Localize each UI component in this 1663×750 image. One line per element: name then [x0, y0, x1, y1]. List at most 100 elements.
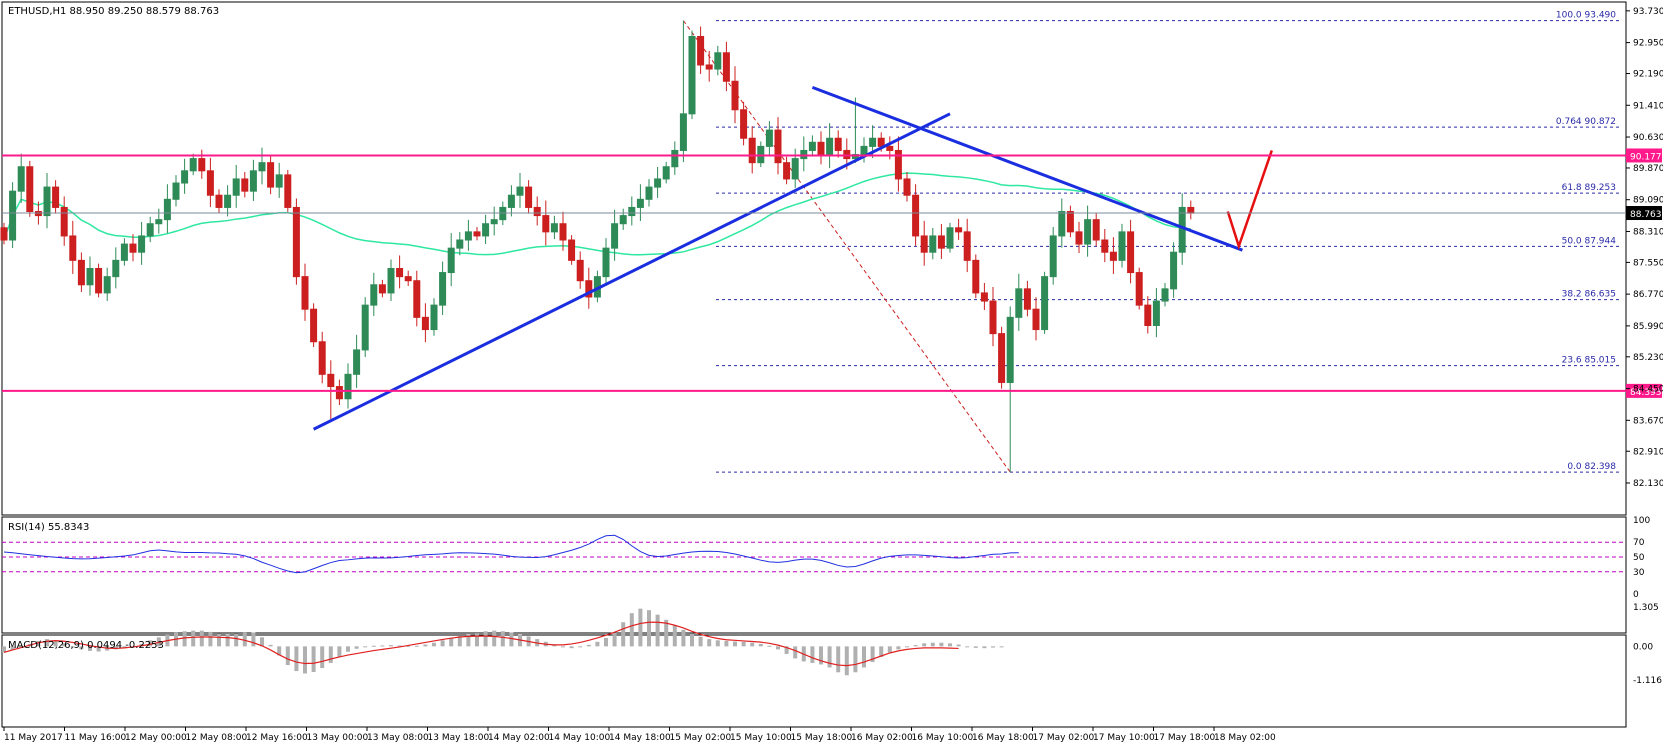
candle-body — [834, 137, 842, 151]
macd-histogram-bar — [466, 634, 471, 647]
price-tick-label: 83.670 — [1633, 416, 1663, 426]
time-tick-label: 16 May 02:00 — [851, 733, 913, 743]
macd-histogram-bar — [767, 645, 772, 647]
candle-body — [576, 259, 584, 282]
sr-price-tag — [1626, 148, 1662, 163]
candle-body — [1041, 276, 1049, 331]
candle-body — [654, 178, 662, 188]
candle-body — [937, 235, 945, 249]
candle-body — [464, 231, 472, 241]
macd-histogram-bar — [939, 642, 944, 647]
macd-histogram-bar — [621, 622, 626, 647]
candle-body — [869, 137, 877, 147]
candle-body — [103, 276, 111, 294]
macd-histogram-bar — [191, 630, 196, 647]
candle-body — [52, 186, 60, 208]
candle-body — [69, 235, 77, 261]
rsi-header: RSI(14) 55.8343 — [8, 522, 89, 533]
candle-body — [86, 267, 94, 286]
candle-body — [430, 304, 438, 331]
projected-path-arrow — [1226, 150, 1273, 251]
macd-histogram-bar — [371, 645, 376, 647]
time-tick-label: 11 May 2017 — [4, 733, 63, 743]
candle-body — [705, 64, 713, 70]
macd-histogram-bar — [690, 633, 694, 647]
candle-body — [258, 162, 266, 172]
macd-histogram-bar — [414, 645, 419, 647]
candle-body — [172, 182, 180, 200]
macd-histogram-bar — [569, 646, 574, 649]
macd-histogram-bar — [629, 613, 634, 647]
macd-histogram-bar — [905, 646, 909, 648]
candle-body — [284, 174, 292, 208]
macd-histogram-bar — [432, 642, 436, 647]
candle-body — [224, 194, 232, 208]
candle-body — [731, 80, 739, 111]
candle-body — [447, 247, 455, 274]
candle-body — [198, 158, 206, 172]
macd-histogram-bar — [647, 610, 651, 647]
macd-panel — [1, 634, 1627, 728]
candle-body — [249, 170, 257, 192]
sr-price-label: 84.393 — [1630, 388, 1662, 398]
macd-histogram-bar — [88, 646, 92, 651]
macd-histogram-bar — [303, 646, 307, 674]
candle-body — [1101, 239, 1109, 253]
macd-histogram-bar — [758, 643, 763, 647]
candle-body — [60, 206, 68, 237]
candle-body — [671, 149, 679, 168]
macd-histogram-bar — [260, 637, 264, 647]
macd-series — [2, 608, 1004, 676]
candle-body — [783, 162, 791, 180]
macd-histogram-bar — [148, 640, 153, 647]
rsi-level-lines — [2, 541, 1626, 573]
candle-body — [568, 239, 576, 261]
candle-body — [714, 52, 722, 70]
macd-histogram-bar — [2, 646, 6, 653]
candle-body — [1144, 304, 1152, 326]
macd-histogram-bar — [380, 645, 385, 647]
macd-histogram-bar — [586, 644, 591, 647]
macd-histogram-bar — [122, 646, 127, 648]
candle-body — [292, 206, 300, 278]
macd-histogram-bar — [234, 633, 239, 647]
candle-body — [645, 186, 653, 200]
candle-body — [26, 166, 34, 213]
current-price-label: 88.763 — [1630, 210, 1662, 220]
price-tick-label: 92.950 — [1633, 39, 1663, 49]
fib-level-label: 38.2 86.635 — [1562, 290, 1616, 300]
macd-histogram-bar — [922, 643, 927, 647]
candle-body — [1023, 288, 1031, 310]
candle-body — [215, 194, 223, 208]
candle-body — [275, 174, 283, 188]
macd-histogram-bar — [965, 646, 970, 648]
macd-histogram-bar — [664, 619, 669, 647]
macd-histogram-bar — [604, 637, 608, 647]
candle-body — [361, 304, 369, 351]
time-tick-label: 15 May 02:00 — [670, 733, 732, 743]
ascending-trendline — [312, 112, 951, 431]
macd-histogram-bar — [62, 643, 67, 647]
price-tick-label: 82.130 — [1633, 479, 1663, 489]
macd-histogram-bar — [277, 646, 282, 656]
candle-body — [542, 215, 550, 233]
candle-body — [886, 145, 894, 151]
descending-trendline — [811, 85, 1243, 252]
candle-body — [920, 235, 928, 253]
rsi-series — [3, 534, 1019, 574]
candle-body — [301, 276, 309, 310]
ma-line — [3, 172, 1191, 256]
candle-body — [765, 129, 773, 147]
candle-body — [860, 145, 868, 156]
macd-histogram-bar — [483, 631, 488, 647]
macd-histogram-bar — [285, 646, 290, 666]
candle-body — [679, 113, 687, 151]
candle-body — [1092, 219, 1100, 241]
time-tick-label: 14 May 18:00 — [609, 733, 671, 743]
candle-body — [146, 223, 154, 237]
candle-body — [378, 284, 386, 294]
candle-body — [1170, 251, 1178, 290]
rsi-tick-label: 50 — [1633, 553, 1645, 563]
price-tick-label: 91.410 — [1633, 101, 1663, 111]
time-tick-label: 12 May 00:00 — [125, 733, 187, 743]
